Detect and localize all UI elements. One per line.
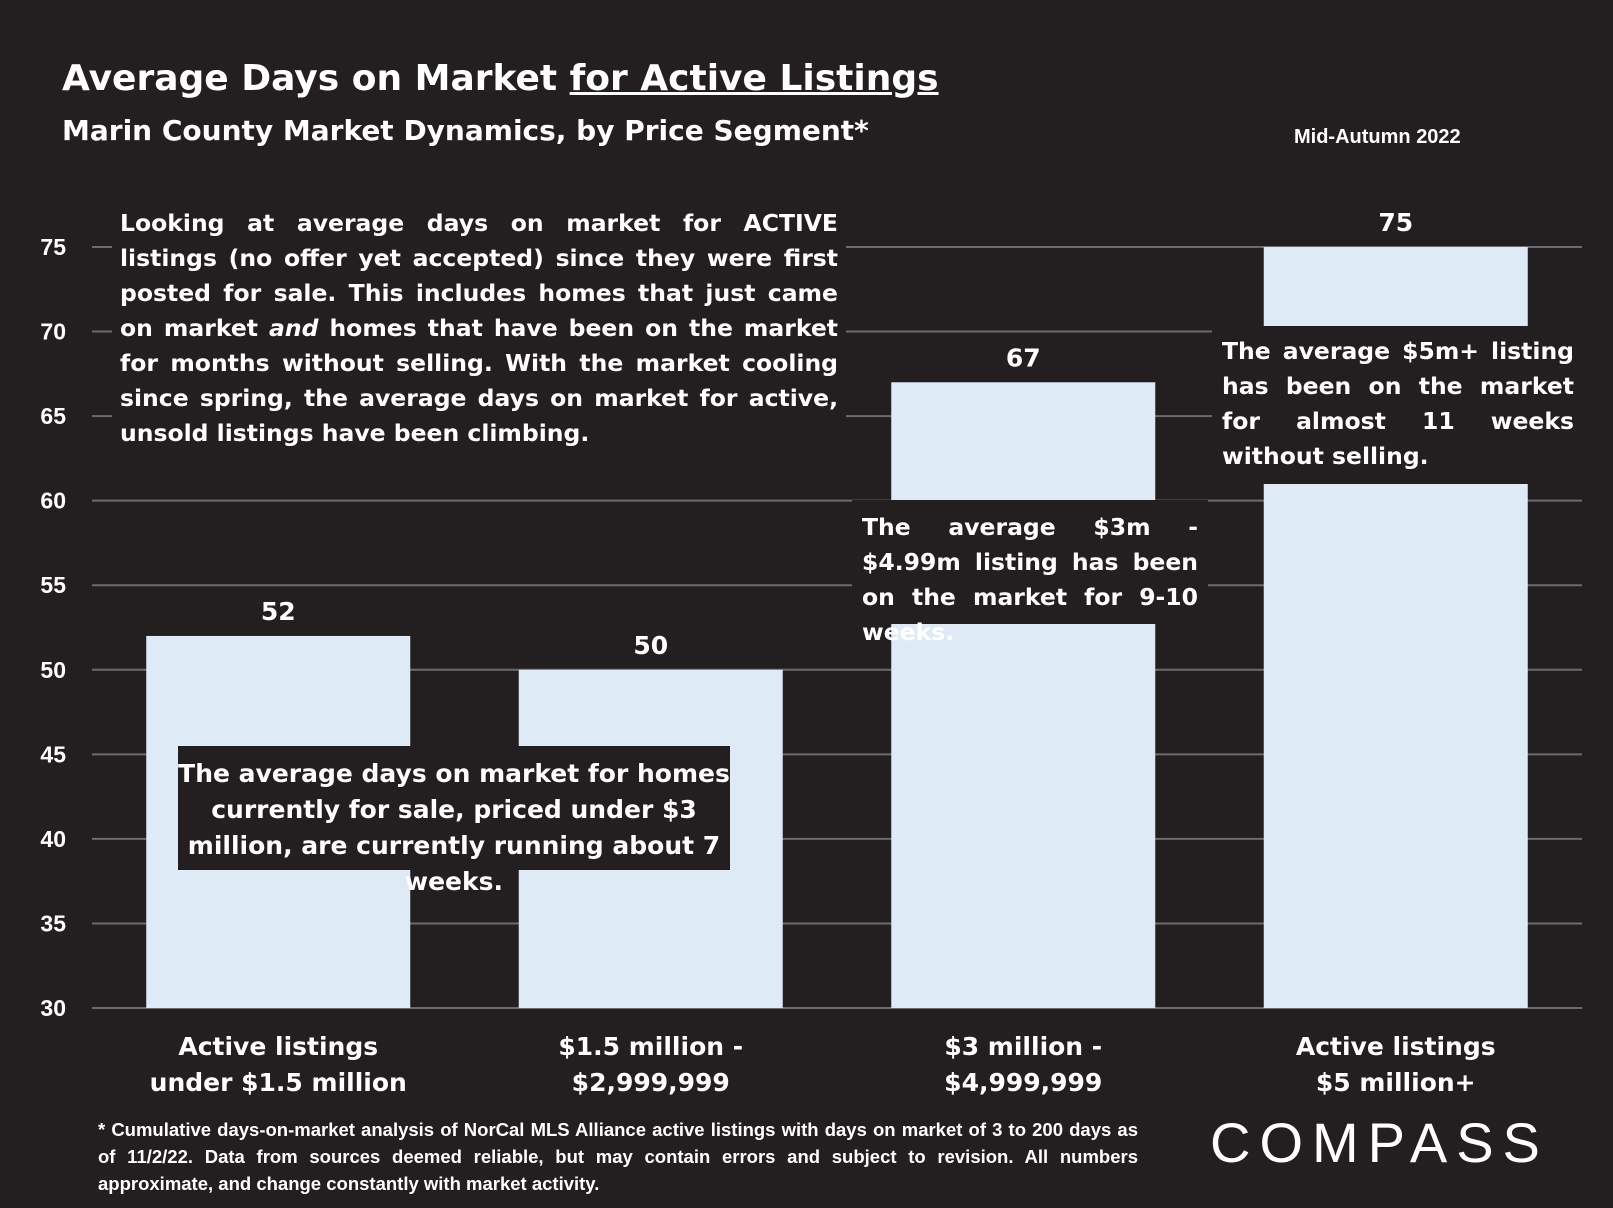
title-underlined: for Active Listings bbox=[569, 58, 939, 99]
value-labels: 52 50 67 75 bbox=[261, 208, 1413, 660]
x-tick-label: $1.5 million - bbox=[558, 1032, 743, 1061]
top-note-part-3: homes that have been on the market for m… bbox=[120, 314, 839, 447]
period-label: Mid-Autumn 2022 bbox=[1294, 126, 1461, 148]
3m-segment-annotation: The average $3m - $4.99m listing has bee… bbox=[852, 500, 1208, 646]
bar-value-label: 75 bbox=[1378, 208, 1413, 237]
5m-segment-annotation: The average $5m+ listing has been on the… bbox=[1212, 326, 1584, 484]
top-note-part-1: Looking at average days on market for AC… bbox=[120, 209, 838, 342]
x-tick-label: $3 million - bbox=[944, 1032, 1102, 1061]
x-axis-labels: Active listings under $1.5 million $1.5 mi… bbox=[150, 1032, 1496, 1097]
bars bbox=[146, 247, 1528, 1008]
x-tick-label: $2,999,999 bbox=[572, 1068, 730, 1097]
y-tick-label: 50 bbox=[40, 657, 66, 683]
y-axis: 30 35 40 45 50 55 60 65 70 75 bbox=[40, 234, 66, 1021]
bar-value-label: 50 bbox=[633, 631, 668, 660]
chart-title: Average Days on Market for Active Listin… bbox=[62, 58, 939, 99]
x-tick-label: $5 million+ bbox=[1316, 1068, 1476, 1097]
x-tick-label: $4,999,999 bbox=[944, 1068, 1102, 1097]
chart-subtitle: Marin County Market Dynamics, by Price S… bbox=[62, 114, 869, 147]
y-tick-label: 55 bbox=[40, 572, 66, 598]
compass-logo: COMPASS bbox=[1210, 1111, 1549, 1174]
y-tick-label: 40 bbox=[40, 826, 66, 852]
title-main: Average Days on Market bbox=[62, 58, 570, 99]
top-note-emphasis: and bbox=[269, 314, 319, 342]
x-tick-label: Active listings bbox=[178, 1032, 378, 1061]
y-tick-label: 30 bbox=[40, 995, 66, 1021]
bar bbox=[891, 382, 1156, 1008]
footnote: * Cumulative days-on-market analysis of … bbox=[98, 1119, 1138, 1194]
y-tick-label: 60 bbox=[40, 488, 66, 514]
top-annotation: Looking at average days on market for AC… bbox=[112, 206, 846, 451]
x-tick-label: Active listings bbox=[1296, 1032, 1496, 1061]
y-tick-label: 45 bbox=[40, 741, 66, 767]
y-tick-label: 75 bbox=[40, 234, 66, 260]
y-tick-label: 70 bbox=[40, 319, 66, 345]
under-3m-annotation: The average days on market for homes cur… bbox=[178, 746, 730, 896]
y-tick-label: 65 bbox=[40, 403, 66, 429]
y-tick-label: 35 bbox=[40, 910, 66, 936]
x-tick-label: under $1.5 million bbox=[150, 1068, 407, 1097]
bar-value-label: 67 bbox=[1006, 343, 1041, 372]
bar-value-label: 52 bbox=[261, 597, 296, 626]
